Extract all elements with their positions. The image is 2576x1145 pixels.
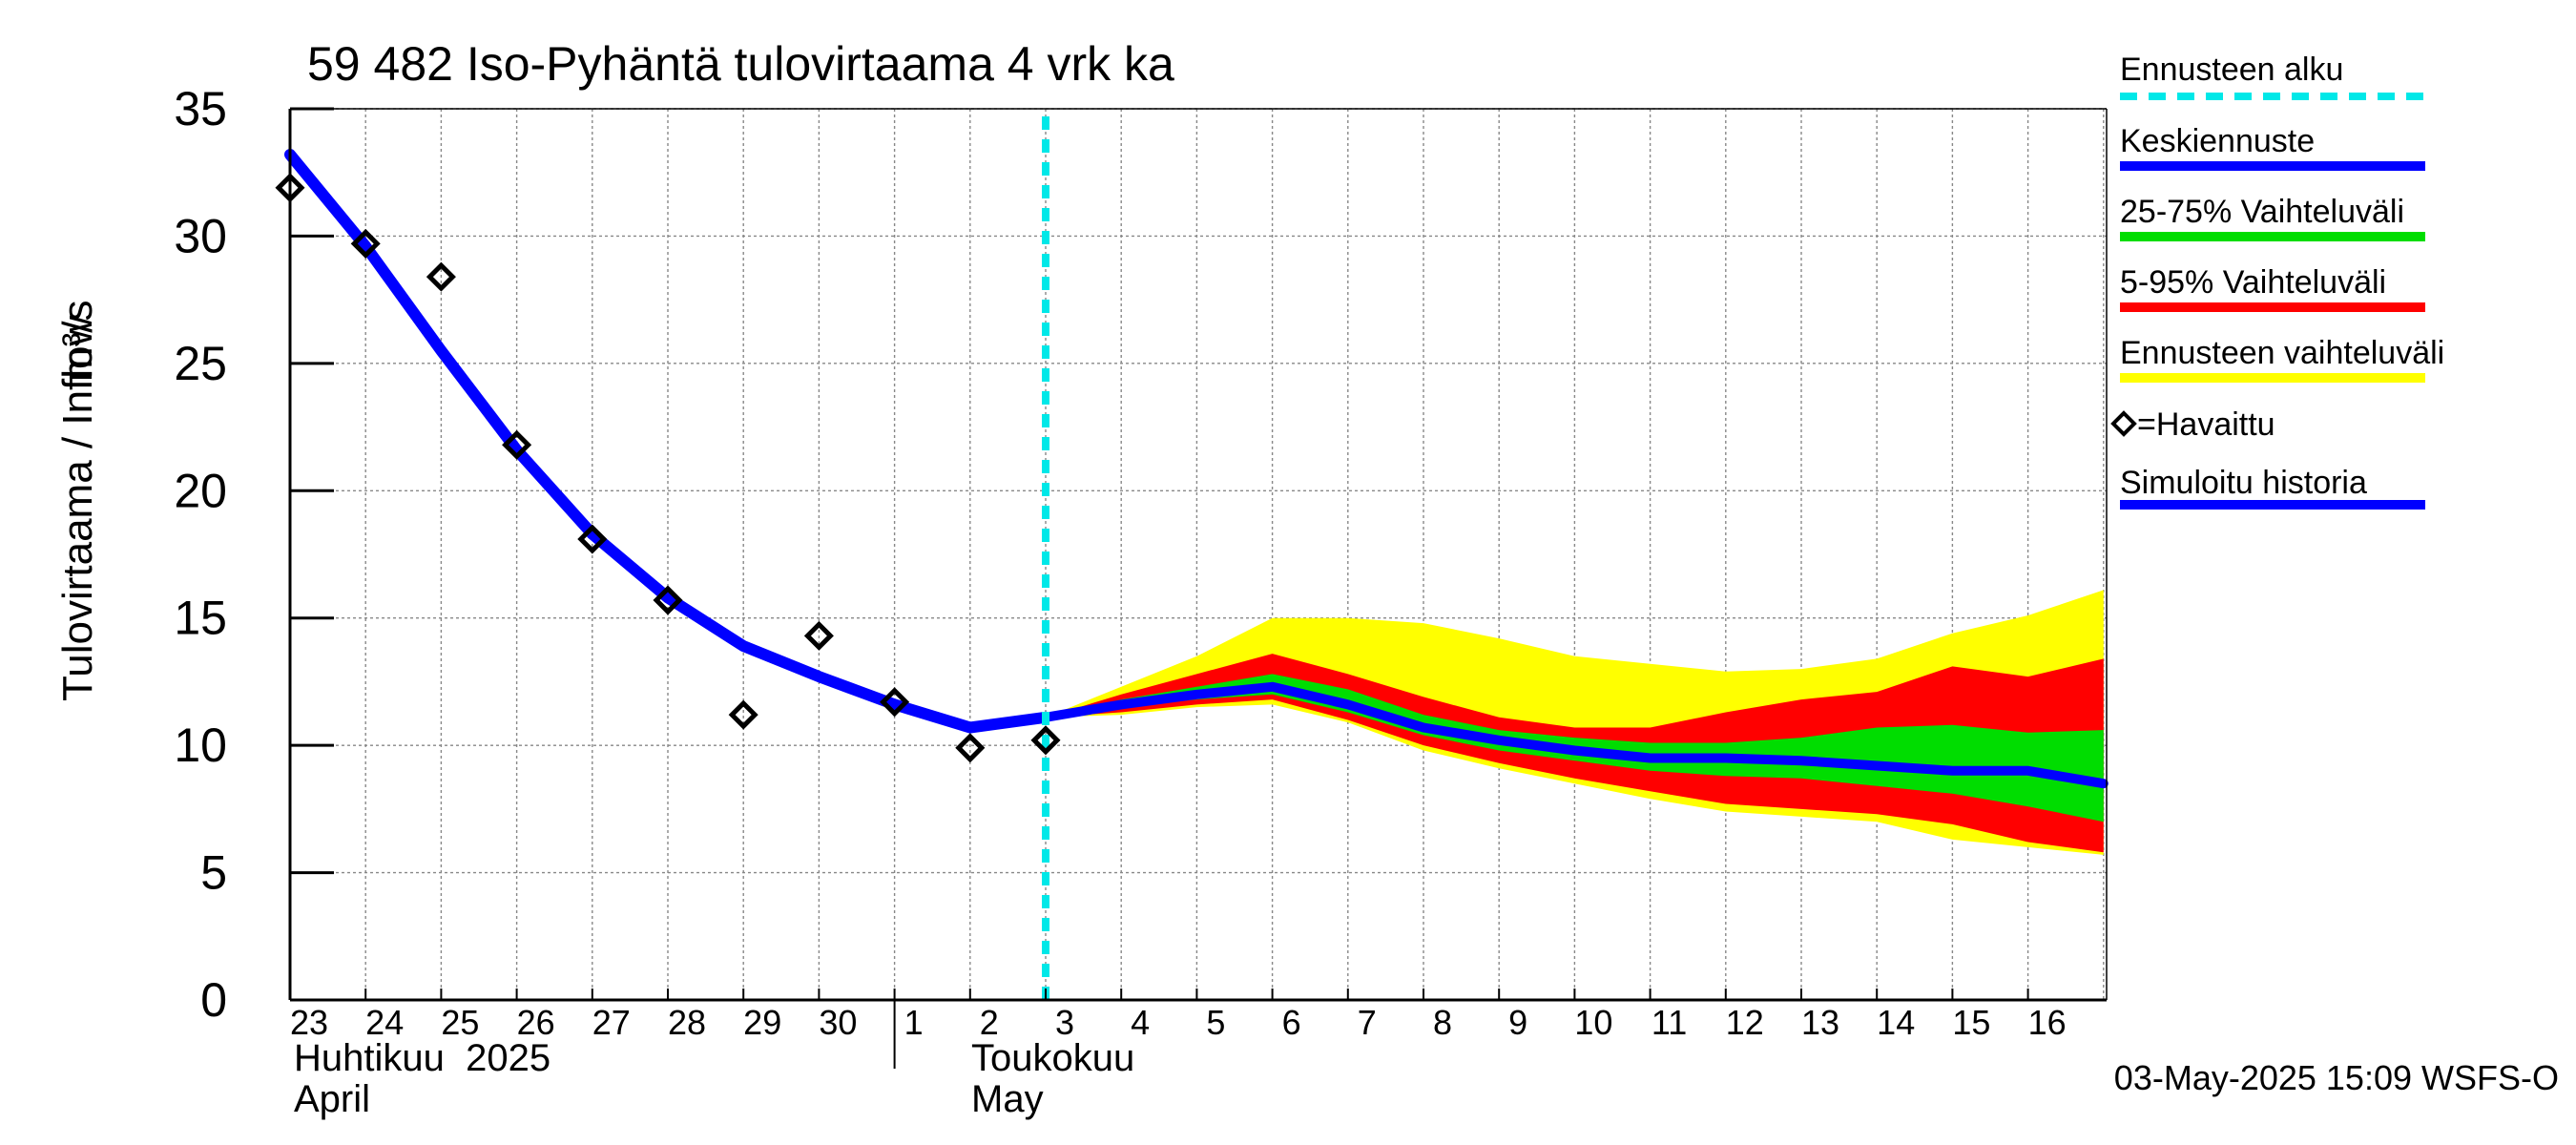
series-lines — [284, 116, 2109, 1000]
legend-label: Ennusteen alku — [2120, 52, 2343, 88]
observed-markers — [275, 173, 1061, 763]
x-tick-label: 12 — [1726, 1003, 1764, 1042]
month-label-en-may: May — [971, 1078, 1044, 1120]
x-tick-label: 14 — [1877, 1003, 1915, 1042]
legend-label: Simuloitu historia — [2120, 465, 2367, 501]
y-tick-label: 30 — [174, 209, 227, 262]
observed-point — [728, 699, 758, 730]
y-tick-label: 5 — [200, 846, 227, 900]
x-tick-label: 13 — [1801, 1003, 1839, 1042]
legend-label: 25-75% Vaihteluväli — [2120, 194, 2404, 230]
plot-area — [290, 109, 2107, 1000]
observed-point — [653, 585, 683, 615]
legend-marker-observed — [2110, 410, 2137, 437]
series-median-forecast — [1041, 681, 2109, 789]
observed-point — [880, 687, 910, 718]
x-tick-label: 15 — [1952, 1003, 1990, 1042]
x-tick-label: 11 — [1652, 1003, 1687, 1042]
legend-label: =Havaittu — [2137, 406, 2275, 443]
x-tick-label: 24 — [365, 1003, 404, 1042]
y-tick-labels: 0 5 10 15 20 25 30 35 — [174, 82, 227, 1027]
y-tick-label: 0 — [200, 973, 227, 1027]
x-tick-label: 2 — [980, 1003, 999, 1042]
y-axis-label: Tulovirtaama / Inflow — [54, 315, 101, 701]
x-tick-label: 16 — [2028, 1003, 2067, 1042]
observed-point — [1030, 725, 1061, 756]
x-tick-label: 9 — [1508, 1003, 1527, 1042]
x-tick-label: 27 — [592, 1003, 631, 1042]
month-label-en-april: April — [294, 1078, 370, 1120]
y-tick-label: 25 — [174, 337, 227, 390]
legend-label: Ennusteen vaihteluväli — [2120, 335, 2444, 371]
series-simulated-history — [284, 149, 1051, 734]
y-axis-unit: m³/s — [54, 300, 101, 382]
y-tick-label: 15 — [174, 592, 227, 645]
legend-label: 5-95% Vaihteluväli — [2120, 264, 2386, 301]
x-tick-label: 4 — [1131, 1003, 1150, 1042]
x-tick-label: 6 — [1282, 1003, 1301, 1042]
x-tick-label: 29 — [743, 1003, 781, 1042]
footer-timestamp: 03-May-2025 15:09 WSFS-O — [2114, 1058, 2559, 1097]
legend: Ennusteen alku Keskiennuste 25-75% Vaihtel… — [2110, 52, 2444, 510]
x-tick-label: 8 — [1433, 1003, 1452, 1042]
month-label-fi-may: Toukokuu — [971, 1037, 1134, 1079]
plot-background — [290, 109, 2107, 1000]
x-tick-label: 30 — [819, 1003, 857, 1042]
x-tick-label: 3 — [1055, 1003, 1074, 1042]
observed-point — [577, 524, 608, 554]
x-tick-label: 7 — [1358, 1003, 1377, 1042]
observed-point — [955, 733, 986, 763]
x-tick-label: 23 — [290, 1003, 328, 1042]
chart-title: 59 482 Iso-Pyhäntä tulovirtaama 4 vrk ka — [307, 37, 1174, 91]
y-tick-label: 35 — [174, 82, 227, 135]
observed-point — [350, 228, 381, 259]
observed-point — [426, 261, 456, 292]
x-tick-label: 25 — [441, 1003, 479, 1042]
x-tick-label: 10 — [1574, 1003, 1612, 1042]
legend-label: Keskiennuste — [2120, 123, 2315, 159]
x-tick-labels: 23 24 25 26 27 28 29 30 1 2 3 4 5 6 7 8 9 10 11 12 13 14 15 16 — [290, 1003, 2067, 1042]
y-tick-label: 10 — [174, 718, 227, 772]
axes — [288, 107, 2108, 1069]
x-tick-label: 28 — [668, 1003, 706, 1042]
observed-point — [803, 620, 834, 651]
x-tick-label: 26 — [517, 1003, 555, 1042]
month-label-fi-april: Huhtikuu 2025 — [294, 1037, 551, 1079]
x-tick-label: 1 — [904, 1003, 924, 1042]
y-tick-label: 20 — [174, 464, 227, 517]
x-tick-label: 5 — [1206, 1003, 1225, 1042]
observed-point — [502, 429, 532, 460]
